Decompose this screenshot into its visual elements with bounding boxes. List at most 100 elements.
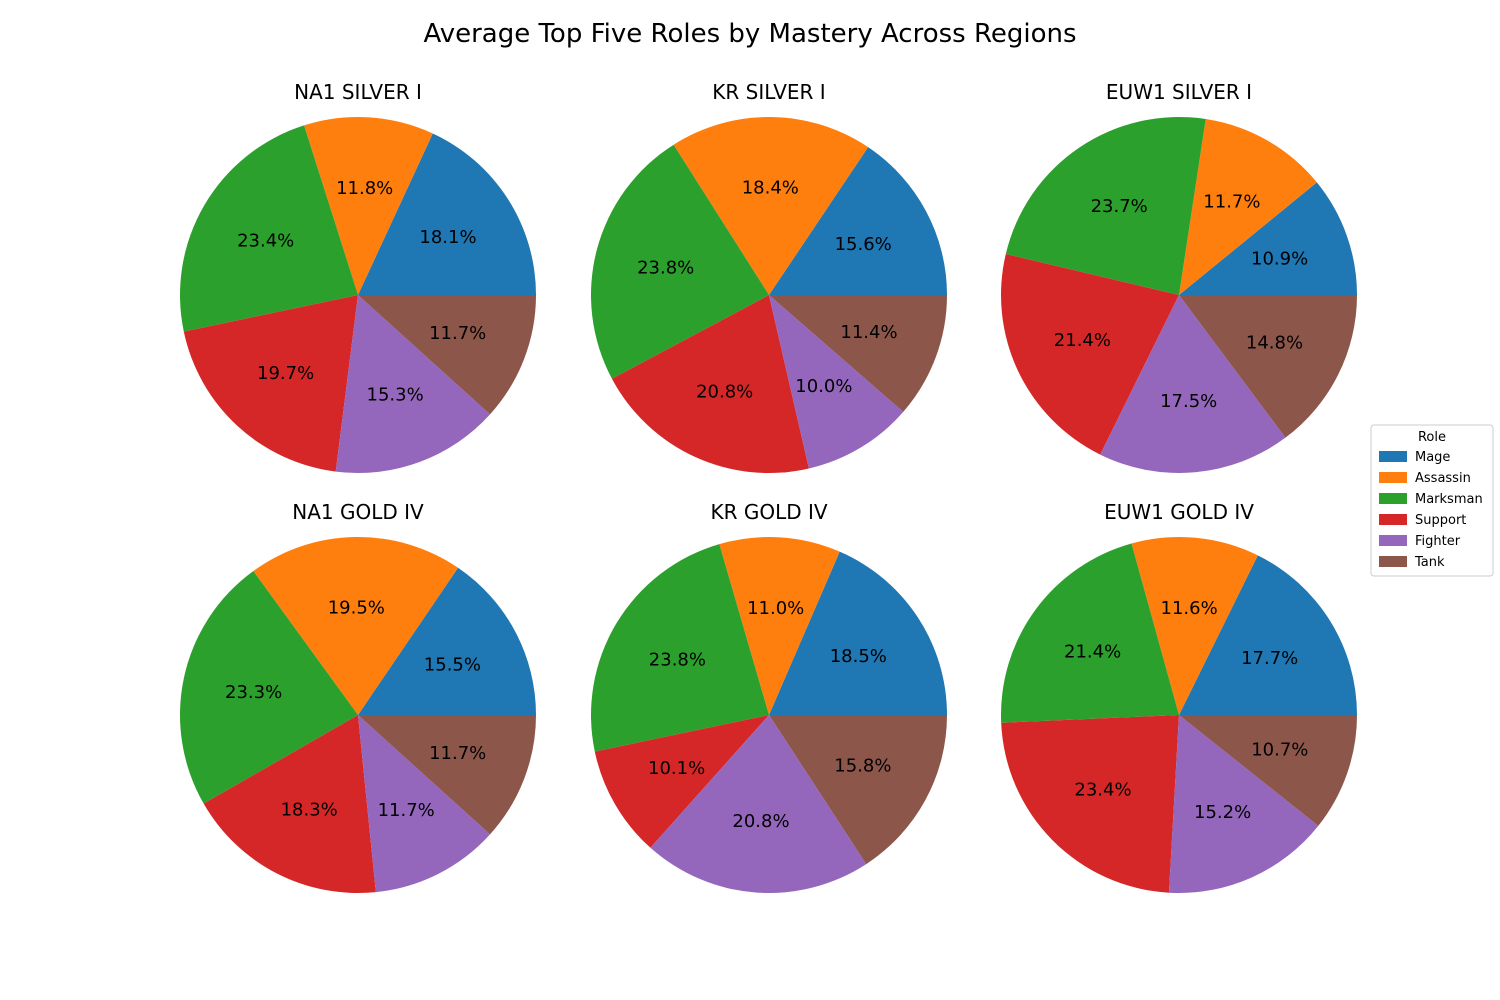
slice-mage (358, 133, 536, 295)
slice-support (1001, 253, 1179, 455)
slice-marksman (1000, 543, 1179, 723)
slice-assassin (253, 536, 459, 715)
slice-tank (769, 715, 947, 865)
legend-label: Mage (1415, 450, 1450, 465)
slice-tank (769, 295, 947, 412)
legend-label: Marksman (1415, 492, 1483, 507)
slice-mage (358, 567, 536, 715)
slice-marksman (590, 144, 769, 379)
slice-label-fighter: 10.0% (795, 376, 852, 397)
pie-kr-silver-i: KR SILVER I 15.6% 18.4% 23.8% 20.8% 10.0% 11.4… (590, 80, 948, 474)
slice-fighter (1168, 715, 1319, 894)
slice-label-support: 21.4% (1054, 330, 1111, 351)
pie-title: EUW1 GOLD IV (1104, 500, 1254, 524)
slice-label-marksman: 23.3% (225, 682, 282, 703)
slice-support (203, 715, 376, 893)
legend-item-tank: Tank (1379, 555, 1445, 570)
slice-marksman (590, 544, 769, 752)
slice-label-tank: 11.4% (840, 322, 897, 343)
legend-title: Role (1418, 430, 1446, 445)
slice-label-mage: 18.5% (830, 646, 887, 667)
legend-item-support: Support (1379, 513, 1466, 528)
slice-label-fighter: 15.3% (367, 385, 424, 406)
slice-label-fighter: 15.2% (1194, 802, 1251, 823)
legend-swatch (1379, 535, 1407, 546)
slice-mage (769, 551, 947, 715)
slice-label-support: 20.8% (696, 382, 753, 403)
slice-label-mage: 15.6% (835, 234, 892, 255)
slice-assassin (673, 116, 869, 296)
slice-label-mage: 17.7% (1241, 648, 1298, 669)
slice-label-support: 19.7% (257, 363, 314, 384)
slice-marksman (179, 125, 358, 332)
slice-fighter (650, 715, 867, 894)
legend-swatch (1379, 472, 1407, 483)
slice-label-marksman: 23.8% (649, 650, 706, 671)
legend-label: Assassin (1415, 471, 1471, 486)
slice-support (611, 295, 809, 474)
slice-support (183, 295, 358, 472)
slice-label-marksman: 23.4% (237, 231, 294, 252)
slice-fighter (769, 295, 904, 469)
slice-mage (769, 147, 948, 295)
slice-label-fighter: 20.8% (732, 811, 789, 832)
pie-grid: NA1 SILVER I 18.1% 11.8% 23.4% 19.7% 15.3% 11.… (179, 80, 1357, 894)
slice-tank (1179, 295, 1357, 438)
slice-label-assassin: 19.5% (328, 598, 385, 619)
slice-assassin (719, 537, 840, 715)
slice-support (594, 715, 769, 848)
slice-assassin (304, 117, 433, 296)
slice-assassin (1179, 119, 1317, 296)
slice-label-marksman: 21.4% (1064, 642, 1121, 663)
slice-label-assassin: 11.6% (1161, 598, 1218, 619)
slice-fighter (358, 715, 491, 893)
legend: Role Mage Assassin Marksman Support Fighter Ta… (1370, 424, 1494, 577)
slice-tank (358, 715, 536, 835)
slice-marksman (1005, 117, 1206, 295)
slice-label-tank: 11.7% (429, 743, 486, 764)
legend-label: Support (1415, 513, 1466, 528)
slice-label-assassin: 11.7% (1203, 192, 1260, 213)
pie-title: NA1 SILVER I (294, 80, 422, 104)
pie-title: NA1 GOLD IV (292, 500, 424, 524)
slice-label-marksman: 23.7% (1091, 196, 1148, 217)
legend-label: Fighter (1415, 534, 1461, 549)
slice-label-mage: 15.5% (424, 655, 481, 676)
slice-assassin (1131, 537, 1258, 715)
legend-item-marksman: Marksman (1379, 492, 1483, 507)
slice-label-support: 18.3% (281, 800, 338, 821)
pie-na1-gold-iv: NA1 GOLD IV 15.5% 19.5% 23.3% 18.3% 11.7% 11.7… (179, 500, 536, 893)
pie-euw1-gold-iv: EUW1 GOLD IV 17.7% 11.6% 21.4% 23.4% 15.2% 10.… (1000, 500, 1357, 894)
slice-support (1001, 715, 1179, 893)
slice-label-tank: 14.8% (1246, 332, 1303, 353)
slice-tank (358, 295, 536, 415)
slice-mage (1179, 555, 1357, 715)
legend-swatch (1379, 556, 1407, 567)
pie-title: KR GOLD IV (710, 500, 827, 524)
slice-label-support: 23.4% (1074, 780, 1131, 801)
legend-swatch (1379, 493, 1407, 504)
slice-mage (1179, 182, 1357, 295)
legend-item-assassin: Assassin (1379, 471, 1471, 486)
slice-label-assassin: 18.4% (742, 178, 799, 199)
slice-label-fighter: 17.5% (1160, 391, 1217, 412)
slice-label-tank: 11.7% (429, 323, 486, 344)
slice-tank (1179, 715, 1357, 826)
slice-marksman (179, 570, 358, 804)
pie-euw1-silver-i: EUW1 SILVER I 10.9% 11.7% 23.7% 21.4% 17.5% 14… (1001, 80, 1357, 473)
slice-label-mage: 10.9% (1251, 249, 1308, 270)
pie-title: EUW1 SILVER I (1106, 80, 1252, 104)
legend-swatch (1379, 451, 1407, 462)
pie-title: KR SILVER I (712, 80, 825, 104)
slice-label-mage: 18.1% (419, 227, 476, 248)
slice-fighter (335, 295, 491, 474)
legend-swatch (1379, 514, 1407, 525)
legend-item-mage: Mage (1379, 450, 1450, 465)
slice-label-assassin: 11.8% (336, 178, 393, 199)
chart-title: Average Top Five Roles by Mastery Across… (423, 19, 1076, 49)
pie-na1-silver-i: NA1 SILVER I 18.1% 11.8% 23.4% 19.7% 15.3% 11.… (179, 80, 536, 474)
pie-kr-gold-iv: KR GOLD IV 18.5% 11.0% 23.8% 10.1% 20.8% 15.8% (590, 500, 947, 894)
slice-label-assassin: 11.0% (747, 598, 804, 619)
slice-label-support: 10.1% (648, 758, 705, 779)
